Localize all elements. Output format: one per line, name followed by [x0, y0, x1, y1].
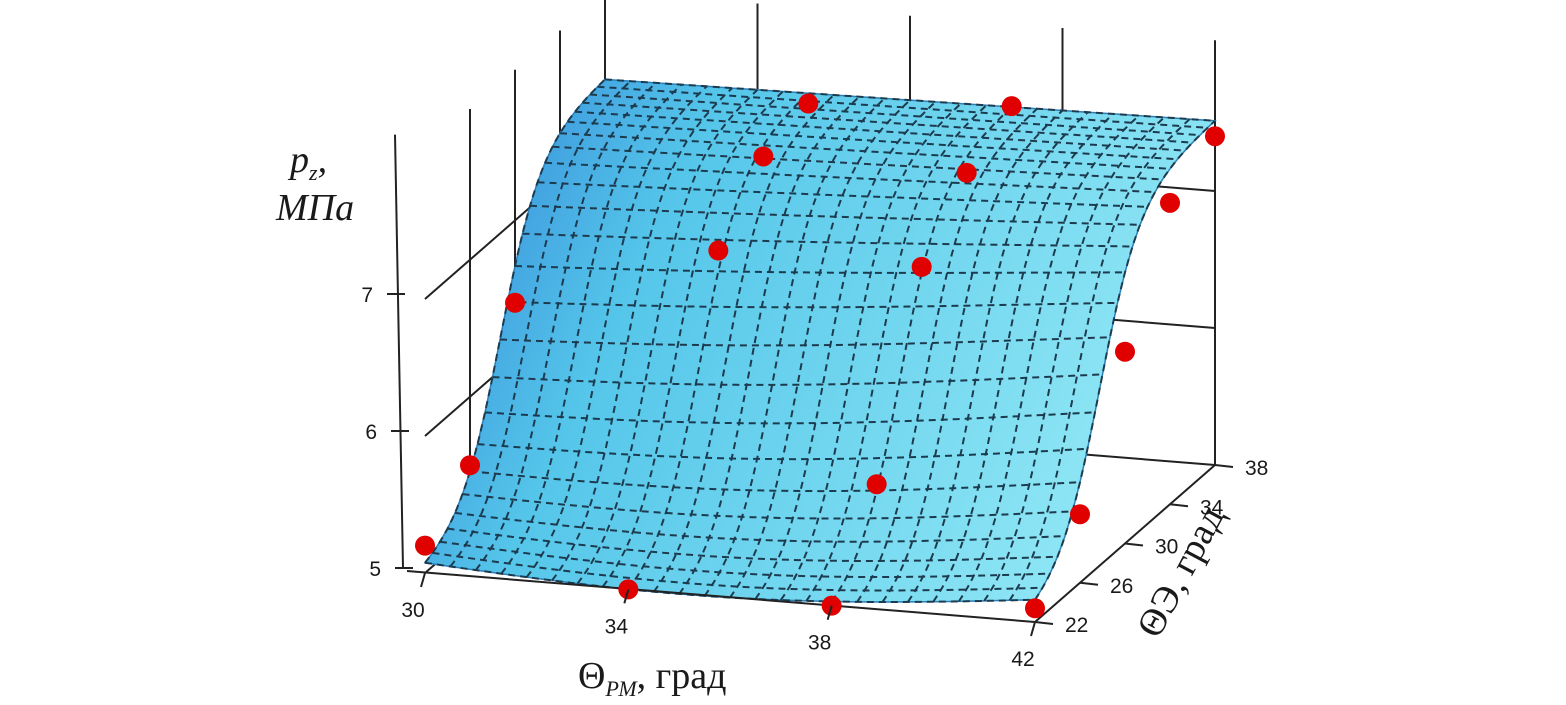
- surface-mesh-line: [462, 493, 1073, 520]
- z-axis-unit: МПа: [275, 187, 354, 229]
- data-point: [1001, 96, 1022, 117]
- x-tick-label: 34: [605, 615, 629, 638]
- surface-mesh-line: [589, 93, 1201, 137]
- surface-mesh-line: [551, 87, 733, 582]
- x-axis-title: ΘРМ, град: [578, 655, 726, 701]
- surface-mesh-line: [582, 101, 1193, 144]
- y-tick-label: 30: [1155, 536, 1178, 559]
- surface-mesh-line: [477, 443, 1088, 461]
- data-point: [460, 455, 480, 476]
- data-point: [505, 292, 525, 313]
- x-tick-label: 30: [401, 599, 424, 622]
- surface-mesh-line: [537, 181, 1148, 208]
- surface-mesh-line: [574, 110, 1186, 152]
- data-point: [911, 256, 932, 277]
- x-tick-mark: [420, 572, 426, 588]
- surface-mesh-line: [576, 89, 759, 585]
- surface-mesh-line: [454, 511, 1066, 543]
- surface-mesh-line: [597, 85, 1208, 129]
- surface-mesh-line: [1008, 118, 1191, 601]
- y-tick-mark: [1124, 542, 1144, 547]
- z-axis-line: [394, 134, 404, 569]
- surface-mesh-line: [507, 300, 1118, 309]
- tick-labels: 30 34 38 42 22 26 30 34 38 5 6 7: [361, 284, 1268, 671]
- y-tick-mark: [1034, 621, 1054, 625]
- x-tick-mark: [826, 605, 833, 620]
- data-point: [798, 93, 819, 114]
- surface-mesh-line: [1034, 120, 1216, 601]
- y-tick-label: 34: [1200, 496, 1224, 519]
- surface-mesh-line: [514, 265, 1125, 274]
- z-tick-label: 5: [369, 558, 381, 581]
- z-axis-title: pz,: [287, 139, 327, 185]
- surface-mesh-line: [602, 90, 784, 588]
- z-tick-label: 7: [361, 284, 373, 307]
- surface-mesh-line: [805, 104, 987, 602]
- y-tick-mark: [1079, 581, 1099, 586]
- y-tick-label: 22: [1065, 614, 1088, 637]
- y-axis-title: ΘЭ, град: [1129, 499, 1233, 644]
- data-points: [415, 93, 1225, 619]
- surface-mesh-line: [559, 132, 1171, 170]
- surface-mesh-line: [552, 145, 1163, 181]
- data-point: [1205, 126, 1225, 147]
- surface-mesh-line: [492, 373, 1103, 386]
- surface-mesh-line: [439, 540, 1051, 578]
- y-tick-label: 38: [1245, 457, 1268, 480]
- y-tick-mark: [1214, 464, 1234, 468]
- surface-mesh-line: [567, 120, 1178, 161]
- surface-mesh-line: [604, 78, 1216, 122]
- data-point: [708, 240, 729, 261]
- data-point: [956, 162, 977, 183]
- surface-mesh-line: [424, 561, 1036, 603]
- surface-mesh-line: [484, 411, 1096, 425]
- data-point: [1070, 504, 1090, 525]
- surface-mesh-line: [544, 161, 1156, 194]
- surface-mesh-line: [983, 116, 1165, 602]
- data-point: [753, 146, 774, 167]
- data-point: [1025, 598, 1045, 619]
- surface-mesh-line: [529, 204, 1141, 226]
- surface-mesh-line: [499, 336, 1111, 347]
- x-tick-mark: [1030, 621, 1036, 637]
- data-point: [1160, 192, 1180, 213]
- data-point: [1115, 341, 1135, 362]
- data-point: [415, 535, 435, 556]
- y-tick-label: 26: [1110, 575, 1133, 598]
- surface-mesh-line: [469, 470, 1081, 493]
- y-tick-mark: [1169, 503, 1189, 508]
- x-axis-line: [406, 570, 1036, 623]
- surface-mesh-line: [522, 232, 1133, 248]
- surface-mesh-line: [432, 551, 1043, 592]
- z-tick-label: 6: [365, 421, 377, 444]
- data-point: [866, 474, 887, 495]
- surface-mesh-line: [447, 527, 1058, 562]
- x-tick-label: 42: [1011, 648, 1034, 671]
- x-tick-mark: [623, 589, 630, 604]
- surface-mesh-line: [779, 102, 962, 601]
- surface: [423, 78, 1217, 603]
- x-tick-label: 38: [808, 632, 831, 655]
